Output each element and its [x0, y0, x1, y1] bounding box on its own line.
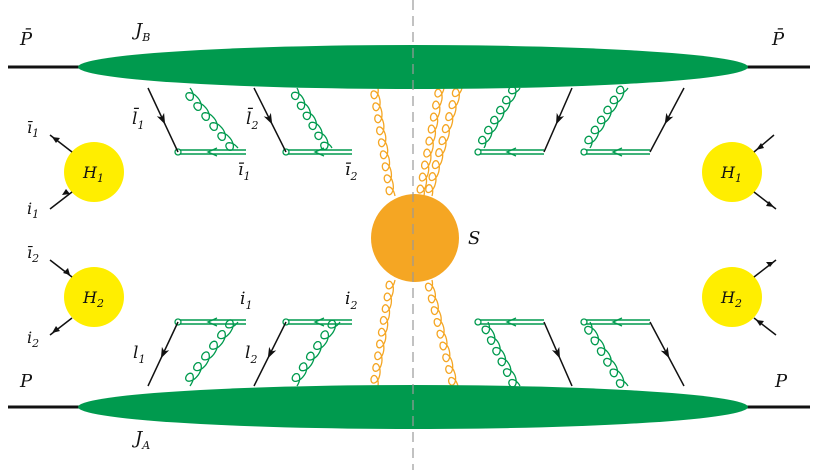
fermion-lines — [147, 87, 685, 387]
arrow-icon — [660, 346, 670, 359]
arrow-icon — [756, 143, 764, 150]
arrow-icon — [156, 112, 166, 125]
label-l1: l1 — [133, 343, 145, 366]
label-i2-mid: i2 — [345, 289, 357, 312]
label-i1-mid: i1 — [240, 289, 252, 312]
arrow-icon — [766, 201, 774, 207]
label-p-bottom-right: P — [774, 371, 788, 392]
collinear-gluon — [185, 319, 239, 387]
wilson-lines — [174, 147, 650, 327]
arrow-icon — [206, 317, 218, 327]
label-i1bar-left: ī1 — [27, 118, 39, 140]
wilson-endpoint — [474, 318, 482, 326]
arrow-icon — [62, 189, 70, 195]
arrow-icon — [551, 346, 561, 359]
label-jet-b: JB — [131, 20, 150, 44]
arrow-icon — [505, 317, 517, 327]
label-h2-right: H2 — [720, 288, 742, 310]
arrow-icon — [555, 112, 565, 125]
label-h2-left: H2 — [82, 288, 104, 310]
soft-gluon — [370, 279, 396, 387]
arrow-icon — [766, 262, 774, 267]
collinear-gluon — [481, 321, 521, 388]
label-i2-left: i2 — [27, 328, 39, 350]
collinear-gluon — [477, 85, 521, 149]
label-soft: S — [468, 228, 480, 249]
arrow-icon — [52, 137, 60, 143]
soft-function-blob — [371, 194, 459, 282]
soft-gluons — [370, 87, 463, 387]
wilson-endpoint — [580, 148, 588, 156]
arrow-icon — [263, 112, 273, 125]
wilson-endpoint — [580, 318, 588, 326]
hard-blob-h2-right — [702, 267, 762, 327]
soft-gluon — [424, 279, 459, 387]
hard-blob-h1-left — [64, 142, 124, 202]
collinear-gluon — [584, 321, 629, 389]
collinear-gluon — [584, 85, 629, 149]
leg-i1-left — [49, 191, 73, 210]
wilson-endpoint — [474, 148, 482, 156]
arrow-icon — [313, 317, 325, 327]
collinear-gluon — [290, 87, 333, 151]
label-i1bar-mid: ī1 — [238, 160, 250, 183]
soft-gluon — [425, 87, 463, 197]
collinear-gluon — [291, 319, 341, 387]
label-p-bottom-left: P — [19, 371, 33, 392]
hard-leg-arrows — [52, 137, 774, 333]
arrow-icon — [267, 346, 277, 359]
label-jet-a: JA — [131, 428, 150, 452]
arrow-icon — [63, 268, 70, 275]
label-pbar-top-left: P̄ — [19, 27, 33, 50]
label-i2bar-left: ī2 — [27, 243, 39, 265]
arrow-icon — [313, 147, 325, 157]
arrow-icon — [611, 147, 623, 157]
arrow-icon — [664, 112, 674, 125]
label-l1bar: l̄1 — [132, 106, 144, 132]
label-pbar-top-right: P̄ — [771, 27, 785, 50]
label-i2bar-mid: ī2 — [345, 160, 357, 183]
label-l2bar: l̄2 — [246, 106, 258, 132]
label-h1-right: H1 — [720, 163, 742, 185]
hard-blob-h2-left — [64, 267, 124, 327]
arrow-icon — [505, 147, 517, 157]
arrow-icon — [206, 147, 218, 157]
collinear-gluon — [185, 87, 239, 152]
soft-gluon — [416, 87, 445, 197]
label-l2: l2 — [245, 343, 257, 366]
soft-gluon — [370, 87, 396, 197]
label-i1-left: i1 — [27, 199, 39, 221]
arrow-icon — [52, 326, 60, 333]
hard-blob-h1-right — [702, 142, 762, 202]
collinear-gluons — [185, 85, 629, 389]
label-h1-left: H1 — [82, 163, 104, 185]
arrow-icon — [756, 320, 764, 326]
arrow-icon — [160, 346, 170, 359]
arrow-icon — [611, 317, 623, 327]
